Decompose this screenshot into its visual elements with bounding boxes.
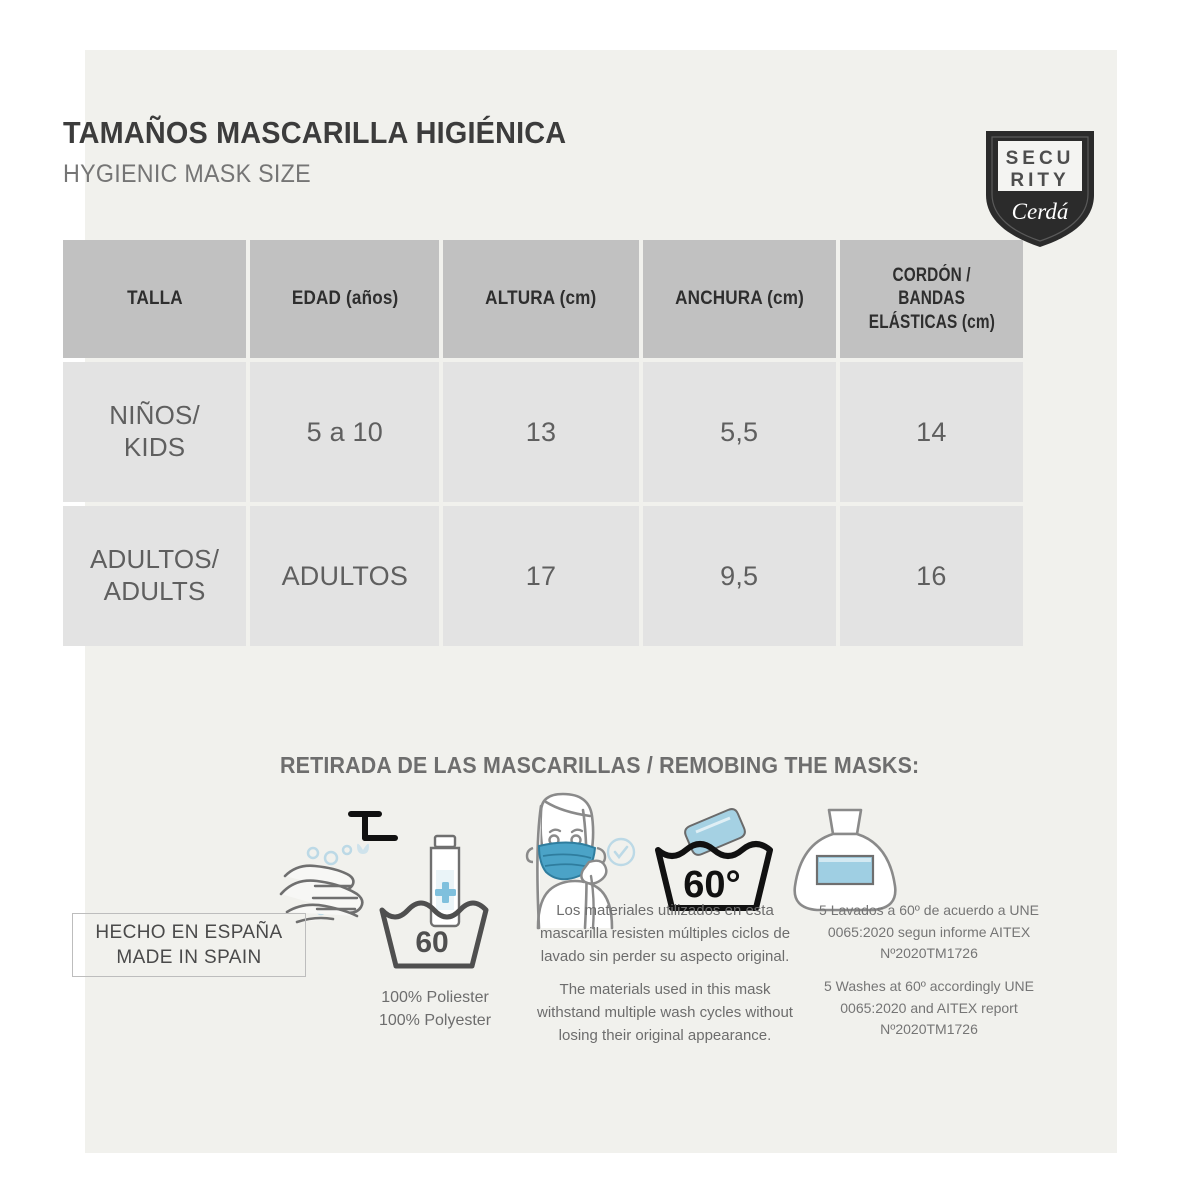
cell-talla-kids: NIÑOS/ KIDS: [63, 362, 247, 502]
made-in-spanish: HECHO EN ESPAÑA: [95, 921, 283, 943]
shield-icon: SECU RITY Cerdá: [986, 131, 1094, 247]
wash-tub-icon: 60: [379, 900, 489, 969]
title-english: HYGIENIC MASK SIZE: [63, 160, 311, 188]
cell-edad-adults: ADULTOS: [250, 506, 440, 646]
wash-certification: 5 Lavados a 60º de acuerdo a UNE 0065:20…: [818, 900, 1040, 1041]
column-header-anchura: ANCHURA (cm): [642, 240, 836, 358]
made-in-spain-badge: HECHO EN ESPAÑA MADE IN SPAIN: [72, 913, 306, 977]
removal-section-title: RETIRADA DE LAS MASCARILLAS / REMOBING T…: [280, 752, 920, 778]
cell-cordon-kids: 14: [839, 362, 1023, 502]
table-header-row: TALLA EDAD (años) ALTURA (cm) ANCHURA (c…: [63, 240, 1023, 358]
table-row: NIÑOS/ KIDS 5 a 10 13 5,5 14: [63, 362, 1023, 502]
cell-altura-adults: 17: [443, 506, 639, 646]
hand-washing-icon: [279, 811, 398, 924]
materials-note-spanish: Los materiales utilizados en esta mascar…: [539, 902, 791, 965]
logo-line1: SECU: [1006, 148, 1075, 169]
material-spanish: 100% Poliester: [381, 989, 489, 1006]
column-header-cordon: CORDÓN / BANDAS ELÁSTICAS (cm): [839, 240, 1023, 358]
column-header-talla: TALLA: [63, 240, 247, 358]
laundry-bag-icon: [793, 808, 897, 912]
cell-anchura-kids: 5,5: [642, 362, 836, 502]
cert-english: 5 Washes at 60º accordingly UNE 0065:202…: [823, 978, 1035, 1038]
wash-symbol-value: 60: [415, 926, 448, 959]
cell-anchura-adults: 9,5: [642, 506, 836, 646]
size-table: TALLA EDAD (años) ALTURA (cm) ANCHURA (c…: [63, 240, 1023, 646]
logo-line2: RITY: [1010, 170, 1069, 191]
person-removing-mask-icon: [525, 792, 636, 930]
cell-altura-kids: 13: [443, 362, 639, 502]
removal-icon-strip: 60°: [275, 790, 915, 930]
title-spanish: TAMAÑOS MASCARILLA HIGIÉNICA: [63, 115, 567, 150]
column-header-altura: ALTURA (cm): [443, 240, 639, 358]
wash-care-block: 60 100% Poliester 100% Polyester: [350, 900, 520, 1032]
cell-cordon-adults: 16: [839, 506, 1023, 646]
cell-talla-adults: ADULTOS/ ADULTS: [63, 506, 247, 646]
column-header-edad: EDAD (años): [250, 240, 440, 358]
sanitizer-bottle-icon: [429, 834, 461, 928]
security-cerda-logo: SECU RITY Cerdá: [978, 121, 1102, 249]
logo-script: Cerdá: [1012, 199, 1069, 224]
materials-note-english: The materials used in this mask withstan…: [537, 981, 793, 1044]
cert-spanish: 5 Lavados a 60º de acuerdo a UNE 0065:20…: [819, 902, 1039, 962]
wash-temperature-label: 60°: [683, 864, 740, 906]
materials-note: Los materiales utilizados en esta mascar…: [527, 900, 803, 1048]
cell-edad-kids: 5 a 10: [250, 362, 440, 502]
table-row: ADULTOS/ ADULTS ADULTOS 17 9,5 16: [63, 506, 1023, 646]
made-in-english: MADE IN SPAIN: [116, 947, 262, 968]
wash-tub-60-icon: 60°: [655, 808, 773, 911]
page-title: TAMAÑOS MASCARILLA HIGIÉNICA HYGIENIC MA…: [63, 115, 604, 189]
material-english: 100% Polyester: [378, 1012, 492, 1030]
